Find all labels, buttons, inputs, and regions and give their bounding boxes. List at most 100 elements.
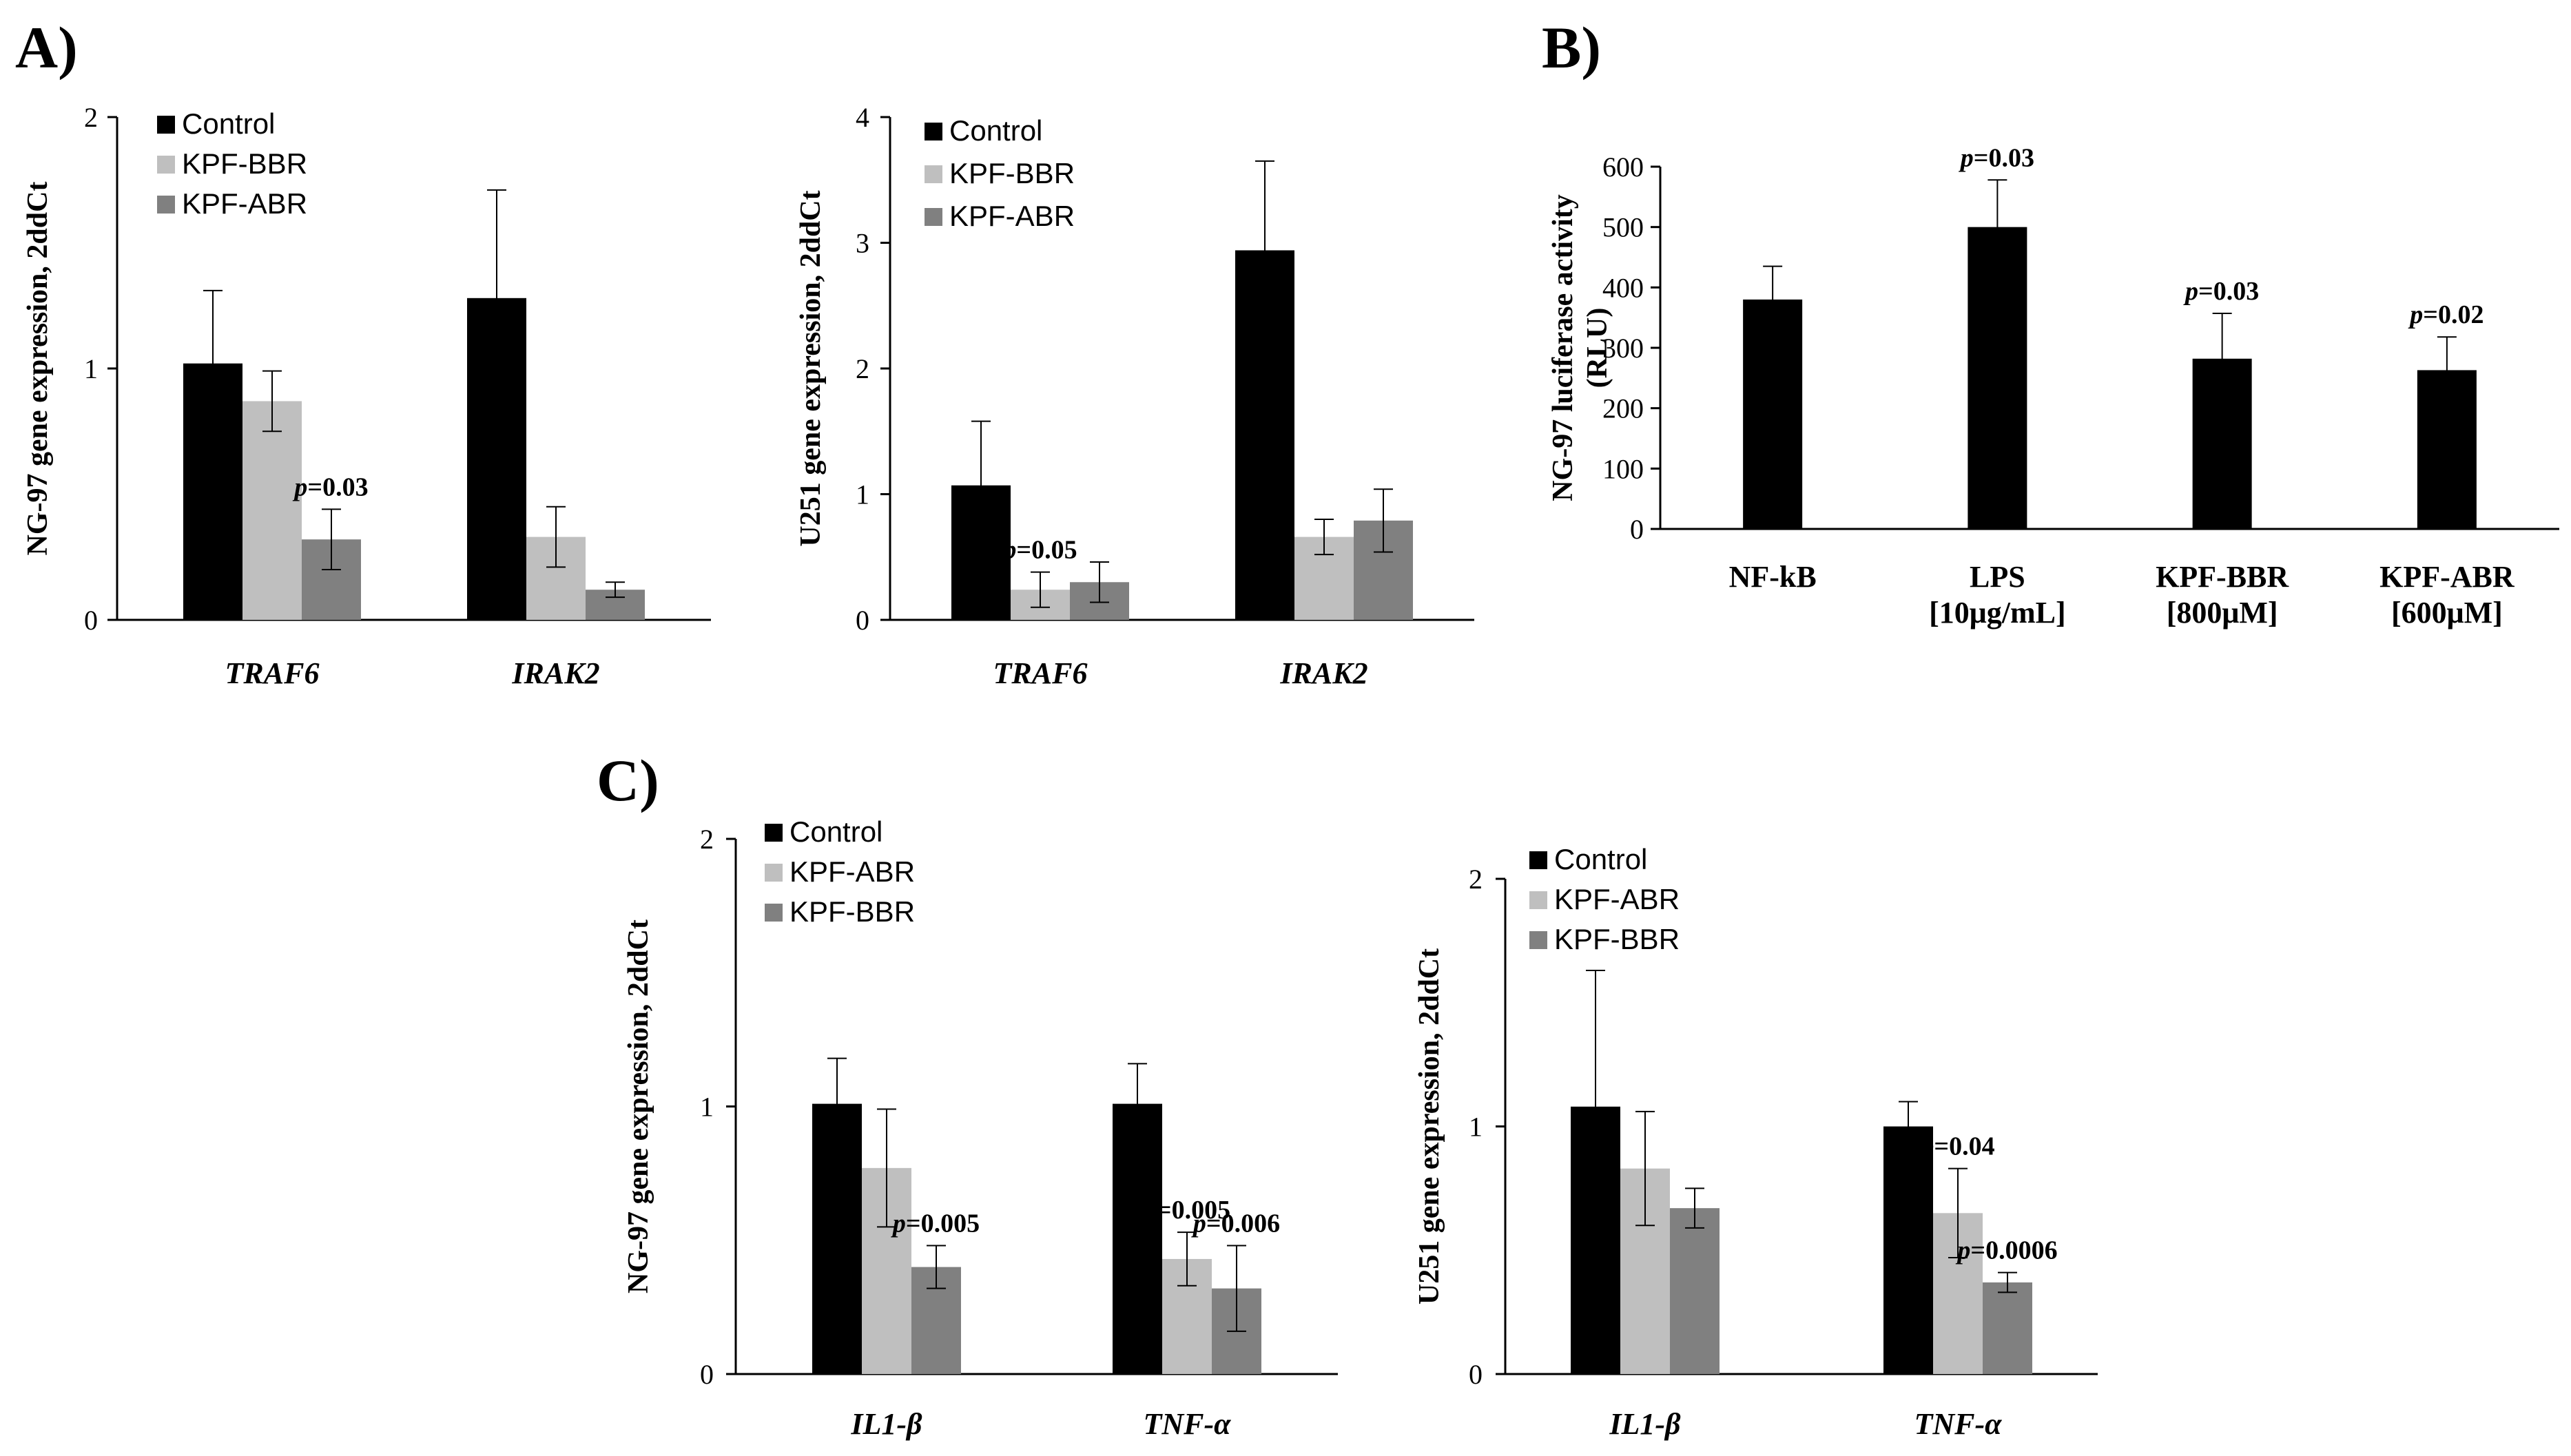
x-category-label: [600μM] <box>2391 596 2503 630</box>
legend-label: Control <box>1554 843 1647 875</box>
y-tick-label: 1 <box>856 479 869 510</box>
legend-label: KPF-BBR <box>1554 923 1680 955</box>
x-category-label: TNF-α <box>1144 1407 1232 1441</box>
legend-swatch <box>765 824 783 842</box>
y-tick-label: 400 <box>1602 272 1644 303</box>
legend-swatch <box>925 165 942 183</box>
x-category-label: IRAK2 <box>1279 656 1367 690</box>
bar-control <box>1883 1126 1933 1374</box>
chart-a1: 0 1 2 NG-97 gene expression, 2ddCt p=0.03 TRA… <box>22 102 711 690</box>
p-value-text: =0.02 <box>2423 300 2484 329</box>
legend-swatch <box>1529 891 1547 909</box>
y-tick-label: 200 <box>1602 393 1644 424</box>
legend-swatch <box>157 156 175 174</box>
y-tick-label: 0 <box>856 605 869 636</box>
y-axis-label: NG-97 luciferase activity <box>1547 194 1579 501</box>
legend-swatch <box>925 123 942 141</box>
legend-label: Control <box>182 107 275 140</box>
p-value-annotation: p=0.03 <box>2183 277 2259 306</box>
y-tick-label: 2 <box>856 353 869 384</box>
y-axis-label: NG-97 gene expression, 2ddCt <box>22 182 54 556</box>
y-tick-label: 1 <box>84 353 98 384</box>
legend-swatch <box>925 208 942 226</box>
legend-swatch <box>765 904 783 922</box>
chart-b: 0 100 200 300 400 500 600 NG-97 luciferase acti… <box>1547 143 2559 630</box>
bar-rlu <box>1743 299 1803 529</box>
p-symbol: p <box>1919 1132 1934 1161</box>
p-symbol: p <box>1191 1209 1206 1238</box>
p-symbol: p <box>1955 1236 1970 1265</box>
y-tick-label: 0 <box>84 605 98 636</box>
x-category-label: KPF-ABR <box>2379 560 2515 594</box>
y-axis-label: U251 gene expression, 2ddCt <box>795 190 827 546</box>
chart-a2: 0 1 2 3 4 U251 gene expression, 2ddCt p=0.05 TR… <box>795 102 1474 690</box>
p-symbol: p <box>1142 1196 1157 1225</box>
y-axis-label: (RLU) <box>1582 308 1613 388</box>
y-axis-label: NG-97 gene expression, 2ddCt <box>623 919 654 1293</box>
p-value-annotation: p=0.03 <box>292 472 368 501</box>
bar-kpf-bbr <box>1670 1208 1720 1374</box>
p-value-text: =0.005 <box>1157 1196 1230 1225</box>
p-value-text: =0.03 <box>1974 143 2034 172</box>
legend-label: KPF-BBR <box>182 147 307 180</box>
legend-label: KPF-ABR <box>1554 883 1680 915</box>
p-symbol: p <box>2183 277 2198 306</box>
legend-swatch <box>1529 931 1547 949</box>
legend-label: KPF-ABR <box>182 187 307 220</box>
x-category-label: [10μg/mL] <box>1929 596 2065 630</box>
y-tick-label: 2 <box>700 824 714 855</box>
x-category-label: IRAK2 <box>511 656 599 690</box>
p-value-annotation: p=0.04 <box>1919 1132 1994 1161</box>
p-symbol: p <box>292 472 307 501</box>
p-value-text: =0.0006 <box>1970 1236 2057 1265</box>
y-tick-label: 2 <box>1469 864 1483 895</box>
p-symbol: p <box>891 1209 906 1238</box>
panel-label-c: C) <box>597 747 659 813</box>
p-value-annotation: p=0.02 <box>2408 300 2484 329</box>
legend-label: Control <box>949 114 1042 147</box>
y-tick-label: 100 <box>1602 453 1644 484</box>
p-value-annotation: p=0.0006 <box>1955 1236 2057 1265</box>
bar-rlu <box>1968 227 2027 529</box>
p-value-annotation: p=0.03 <box>1959 143 2034 172</box>
p-value-text: =0.005 <box>906 1209 980 1238</box>
x-category-label: IL1-β <box>850 1407 922 1441</box>
legend-label: Control <box>789 815 882 848</box>
panel-label-b: B) <box>1542 14 1601 81</box>
panel-label-a: A) <box>15 14 78 81</box>
legend-label: KPF-ABR <box>789 855 915 888</box>
x-category-label: IL1-β <box>1609 1407 1681 1441</box>
legend-label: KPF-BBR <box>949 157 1075 189</box>
y-tick-label: 1 <box>700 1092 714 1123</box>
bar-kpf-bbr <box>1983 1282 2032 1374</box>
legend-swatch <box>157 116 175 134</box>
bar-kpf-bbr <box>242 401 302 620</box>
x-category-label: TNF-α <box>1914 1407 2003 1441</box>
p-symbol: p <box>1001 536 1016 565</box>
x-category-label: KPF-BBR <box>2156 560 2289 594</box>
x-category-label: TRAF6 <box>993 656 1088 690</box>
p-value-annotation: p=0.005 <box>1142 1196 1230 1225</box>
legend-label: KPF-BBR <box>789 895 915 928</box>
p-value-annotation: p=0.006 <box>1191 1209 1280 1238</box>
bar-control <box>1113 1103 1162 1374</box>
p-value-text: =0.05 <box>1016 536 1077 565</box>
y-tick-label: 0 <box>1469 1359 1483 1390</box>
y-tick-label: 2 <box>84 102 98 133</box>
y-tick-label: 300 <box>1602 333 1644 364</box>
p-value-text: =0.03 <box>307 472 368 501</box>
p-value-annotation: p=0.05 <box>1001 536 1077 565</box>
legend-label: KPF-ABR <box>949 200 1075 232</box>
legend-swatch <box>1529 851 1547 869</box>
p-symbol: p <box>1959 143 1974 172</box>
legend-swatch <box>157 196 175 214</box>
p-value-annotation: p=0.005 <box>891 1209 980 1238</box>
y-tick-label: 600 <box>1602 152 1644 183</box>
y-tick-label: 500 <box>1602 212 1644 243</box>
y-tick-label: 0 <box>1630 514 1644 545</box>
x-category-label: LPS <box>1970 560 2025 594</box>
x-category-label: TRAF6 <box>225 656 320 690</box>
